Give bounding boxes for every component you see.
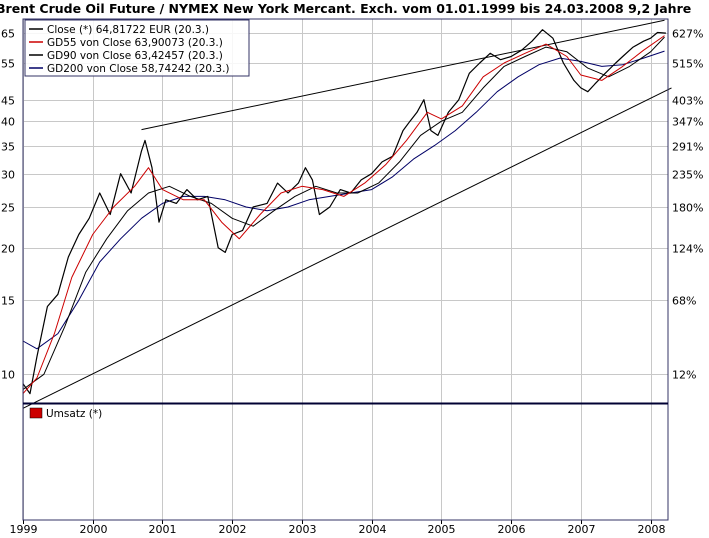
x-tick-label: 2005: [428, 523, 456, 536]
y-tick-label-right: 12%: [672, 369, 696, 382]
series-line-gd55-von-close: [22, 35, 665, 394]
legend-box: [24, 19, 250, 77]
volume-color-swatch: [29, 407, 43, 419]
y-tick-label-right: 291%: [672, 141, 703, 154]
y-tick-label-left: 45: [1, 95, 15, 108]
legend: Close (*) 64,81722 EUR (20.3.)GD55 von C…: [24, 19, 250, 77]
y-tick-label-right: 403%: [672, 95, 703, 108]
y-tick-label-left: 25: [1, 202, 15, 215]
series-line-close: [22, 29, 666, 395]
y-tick-label-left: 35: [1, 141, 15, 154]
y-tick-label-left: 40: [1, 116, 15, 129]
y-tick-label-right: 235%: [672, 169, 703, 182]
x-tick-label: 2000: [80, 523, 108, 536]
x-tick-label: 2002: [219, 523, 247, 536]
legend-entry: Close (*) 64,81722 EUR (20.3.): [47, 24, 209, 36]
y-tick-label-left: 10: [1, 369, 15, 382]
series-layer: [22, 19, 672, 409]
x-tick-label: 2003: [289, 523, 317, 536]
volume-label: Umsatz (*): [46, 408, 102, 420]
legend-entry: GD90 von Close 63,42457 (20.3.): [47, 50, 223, 62]
series-line-trendlinie-oben: [141, 19, 665, 131]
chart-title: Brent Crude Oil Future / NYMEX New York …: [0, 1, 691, 16]
y-tick-label-left: 15: [1, 295, 15, 308]
series-line-gd200-von-close: [22, 50, 665, 350]
x-tick-label: 1999: [10, 523, 38, 536]
x-tick-label: 2008: [638, 523, 666, 536]
x-tick-label: 2004: [359, 523, 387, 536]
y-tick-label-right: 68%: [672, 295, 696, 308]
y-tick-label-right: 627%: [672, 28, 703, 41]
series-line-gd90-von-close: [22, 36, 665, 390]
tick-labels: 65 627% 55 515% 45 403% 40 347% 35 291% 30 235% 25 18…: [1, 28, 703, 537]
y-tick-label-right: 124%: [672, 243, 703, 256]
y-tick-label-left: 30: [1, 169, 15, 182]
y-tick-label-right: 347%: [672, 116, 703, 129]
y-tick-label-left: 55: [1, 58, 15, 71]
y-tick-label-left: 65: [1, 28, 15, 41]
x-tick-label: 2006: [498, 523, 526, 536]
legend-entry: GD200 von Close 58,74242 (20.3.): [47, 63, 230, 75]
x-tick-label: 2001: [149, 523, 177, 536]
legend-entry: GD55 von Close 63,90073 (20.3.): [47, 37, 223, 49]
y-tick-label-right: 515%: [672, 58, 703, 71]
x-tick-label: 2007: [568, 523, 596, 536]
volume-legend: Umsatz (*): [29, 407, 102, 420]
series-line-trendlinie-unten: [22, 87, 672, 409]
y-tick-label-left: 20: [1, 243, 15, 256]
y-tick-label-right: 180%: [672, 202, 703, 215]
